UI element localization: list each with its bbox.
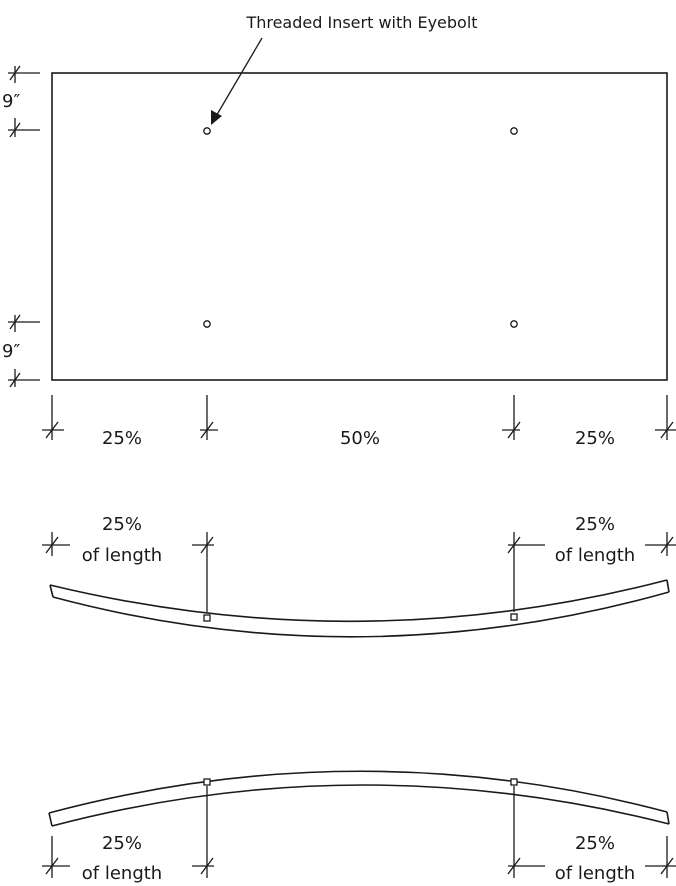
crown-right-percent: 25% (575, 833, 615, 854)
dimension-crown-right (507, 786, 676, 878)
insert-hole-top-left (203, 127, 211, 135)
crown-left-percent: 25% (102, 833, 142, 854)
bottom-offset-label: 9″ (2, 341, 20, 362)
insert-hole-bottom-right (510, 320, 518, 328)
segment-middle-label: 50% (340, 428, 380, 449)
insert-marker-left (203, 614, 211, 622)
dimension-bottom-offset (8, 314, 40, 388)
sag-left-unit: of length (82, 545, 162, 566)
segment-left-label: 25% (102, 428, 142, 449)
crown-right-unit: of length (555, 863, 635, 884)
dimension-sag-left (42, 532, 214, 612)
insert-marker-right-crown (510, 778, 518, 786)
top-offset-label: 9″ (2, 91, 20, 112)
insert-marker-right (510, 613, 518, 621)
sag-left-percent: 25% (102, 514, 142, 535)
segment-right-label: 25% (575, 428, 615, 449)
dimension-crown-left (42, 786, 214, 878)
sag-right-unit: of length (555, 545, 635, 566)
panel-elevation-sag (49, 579, 670, 638)
callout-label: Threaded Insert with Eyebolt (245, 13, 477, 32)
dimension-chain-horizontal (42, 395, 676, 440)
dimension-top-offset (8, 65, 40, 138)
insert-hole-top-right (510, 127, 518, 135)
panel-plan-outline (51, 72, 668, 381)
sag-right-percent: 25% (575, 514, 615, 535)
dimension-sag-right (507, 532, 676, 612)
crown-left-unit: of length (82, 863, 162, 884)
callout-arrowhead (211, 110, 222, 125)
insert-marker-left-crown (203, 778, 211, 786)
insert-hole-bottom-left (203, 320, 211, 328)
callout-leader (214, 37, 263, 119)
panel-elevation-crown (48, 770, 670, 827)
